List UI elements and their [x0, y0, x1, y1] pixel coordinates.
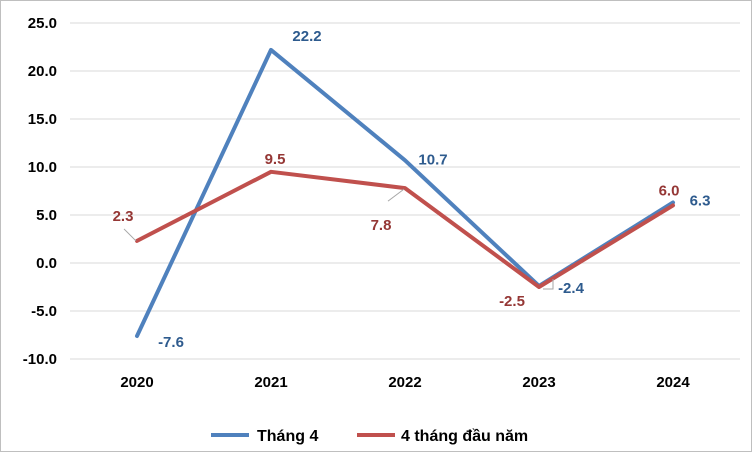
data-label: 6.0 [659, 182, 680, 199]
legend-label: 4 tháng đầu năm [401, 428, 528, 445]
series-line-1 [135, 169, 675, 289]
leader-line [543, 279, 554, 290]
y-tick-label: 10.0 [28, 159, 57, 176]
y-tick-label: -5.0 [31, 303, 57, 320]
y-tick-label: 20.0 [28, 63, 57, 80]
data-labels: -7.6 22.2 10.7 -2.4 6.3 2.3 9.5 7.8 -2.5 6.0 [113, 28, 711, 351]
axes: 25.0 20.0 15.0 10.0 5.0 0.0 -5.0 -10.0 2020 2021 2… [23, 15, 691, 391]
x-tick-label: 2022 [388, 374, 421, 391]
y-tick-label: 0.0 [36, 255, 57, 272]
gridlines [70, 22, 740, 360]
y-tick-label: 25.0 [28, 15, 57, 32]
x-tick-label: 2024 [656, 374, 690, 391]
x-tick-label: 2021 [254, 374, 287, 391]
y-tick-label: 15.0 [28, 111, 57, 128]
series-line-0 [135, 47, 675, 338]
y-tick-label: -10.0 [23, 351, 57, 368]
data-label: 10.7 [418, 151, 447, 168]
data-label: 7.8 [371, 217, 392, 234]
leader-line [123, 228, 137, 242]
legend: Tháng 4 4 tháng đầu năm [211, 428, 528, 445]
leader-line [387, 188, 405, 202]
data-label: -2.4 [558, 280, 585, 297]
x-tick-label: 2020 [120, 374, 153, 391]
series-lines [135, 47, 675, 338]
data-label: 2.3 [113, 208, 134, 225]
data-label: 6.3 [690, 193, 711, 210]
legend-label: Tháng 4 [257, 428, 318, 445]
data-label: -7.6 [158, 334, 184, 351]
data-label: 9.5 [265, 151, 286, 168]
y-tick-label: 5.0 [36, 207, 57, 224]
data-label: -2.5 [499, 293, 525, 310]
x-tick-label: 2023 [522, 374, 555, 391]
data-label: 22.2 [292, 28, 321, 45]
